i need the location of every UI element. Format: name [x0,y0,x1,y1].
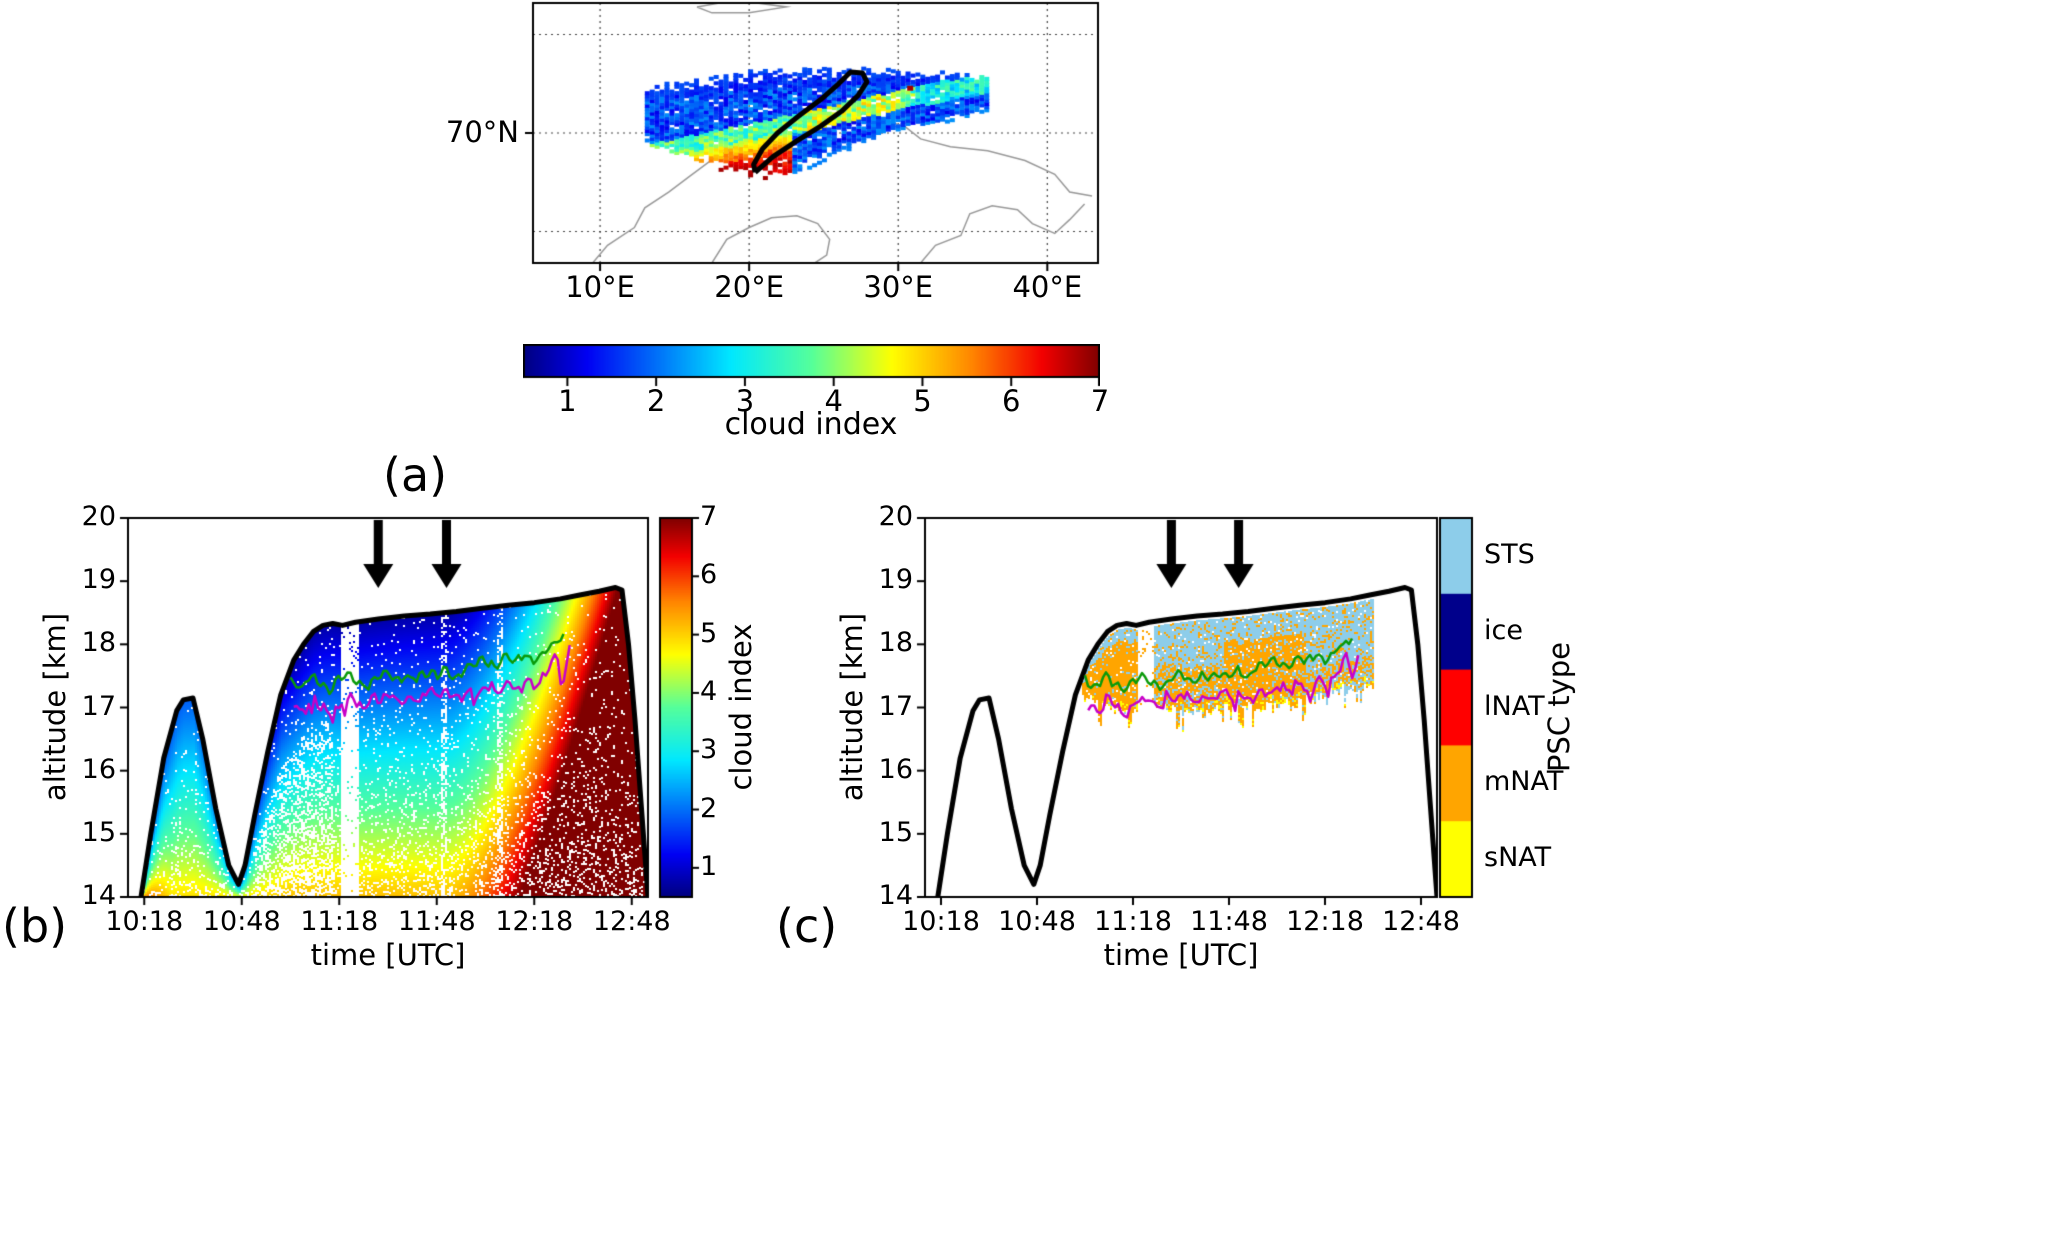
colorbar-a-tick-label: 4 [824,384,843,418]
panel-b-canvas [80,505,720,915]
panel-ytick-label: 18 [81,627,116,659]
colorbar-b-tick-label: 1 [700,850,718,882]
panel-ytick-label: 14 [878,880,913,911]
panel-c-label: (c) [776,899,838,953]
panel-xtick-label: 11:48 [1190,906,1268,937]
colorbar-a-tick-label: 6 [1001,384,1021,418]
colorbar-a-tick-label: 5 [913,384,932,418]
panel-c-ylabel: altitude [km] [835,612,870,802]
map-ytick-label: 70°N [445,115,519,149]
map-xtick-label: 10°E [565,270,635,304]
panel-xtick-label: 12:48 [1382,906,1460,937]
panel-ytick-label: 20 [878,501,913,532]
panel-ytick-label: 19 [81,564,116,596]
panel-ytick-label: 14 [81,880,116,911]
panel-c-canvas [877,505,1577,915]
colorbar-b-tick-label: 4 [700,675,718,707]
panel-ytick-label: 15 [878,816,913,848]
panel-xtick-label: 11:48 [397,906,476,937]
panel-xtick-label: 10:18 [105,906,184,937]
panel-b-label: (b) [2,899,68,953]
colorbar-a-tick-label: 7 [1090,384,1110,418]
colorbar-b-title: cloud index [724,623,759,791]
panel-ytick-label: 17 [81,690,116,722]
colorbar-a-canvas [523,344,1100,394]
panel-ytick-label: 18 [878,627,913,659]
panel-xtick-label: 10:48 [998,906,1076,937]
map-xtick-label: 30°E [863,270,934,304]
psc-type-legend-title: PSC type [1542,641,1577,773]
panel-xtick-label: 12:48 [592,906,671,937]
map-xtick-label: 20°E [714,270,785,304]
map-canvas [521,0,1110,284]
panel-ytick-label: 16 [878,753,913,785]
colorbar-b-tick-label: 5 [700,617,718,649]
map-xtick-label: 40°E [1012,270,1083,304]
legend-category-label: STS [1484,538,1535,570]
panel-ytick-label: 15 [81,816,116,848]
panel-b-xlabel: time [UTC] [310,938,466,972]
colorbar-b-tick-label: 7 [700,501,718,532]
panel-ytick-label: 19 [878,564,913,596]
colorbar-a-tick-label: 1 [558,384,577,418]
panel-xtick-label: 11:18 [1094,906,1172,937]
panel-ytick-label: 17 [878,690,913,722]
panel-xtick-label: 10:48 [202,906,281,937]
panel-xtick-label: 11:18 [300,906,379,937]
panel-b-ylabel: altitude [km] [38,612,73,802]
legend-category-label: mNAT [1484,766,1564,798]
colorbar-a-tick-label: 2 [646,384,666,418]
colorbar-b-tick-label: 3 [700,734,718,766]
panel-ytick-label: 16 [81,753,116,785]
colorbar-b-tick-label: 2 [700,792,718,824]
colorbar-b-tick-label: 6 [700,559,718,591]
legend-category-label: sNAT [1484,842,1552,874]
panel-xtick-label: 10:18 [902,906,980,937]
panel-ytick-label: 20 [81,501,116,532]
panel-a-label: (a) [383,448,448,502]
legend-category-label: ice [1484,614,1523,646]
colorbar-a-title: cloud index [724,407,898,442]
legend-category-label: lNAT [1484,690,1545,722]
panel-c-xlabel: time [UTC] [1103,938,1259,972]
panel-xtick-label: 12:18 [1286,906,1364,937]
colorbar-a-tick-label: 3 [735,384,755,418]
panel-xtick-label: 12:18 [495,906,574,937]
